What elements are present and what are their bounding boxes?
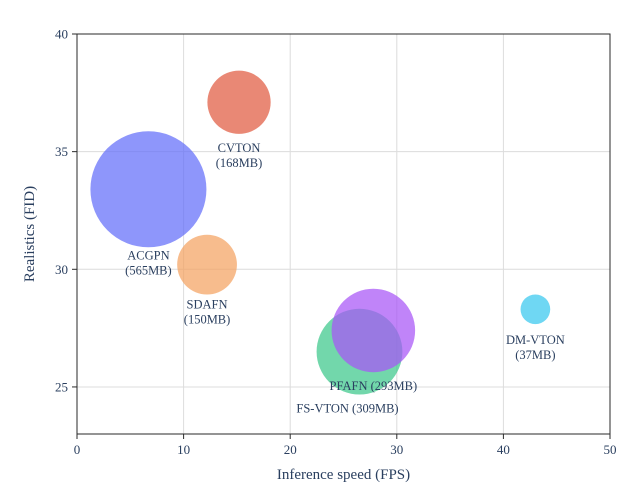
- x-axis-ticks: 0 10 20 30 40 50: [74, 434, 617, 457]
- bubble-sdafn: [177, 234, 237, 295]
- x-tick-label: 50: [604, 442, 617, 457]
- bubble-label-size: (565MB): [125, 263, 172, 277]
- y-axis-ticks: 25 30 35 40: [55, 27, 77, 394]
- bubble-label: PFAFN (293MB): [330, 379, 418, 393]
- x-tick-label: 0: [74, 442, 81, 457]
- bubble-acgpn: [90, 131, 207, 248]
- bubble-label: ACGPN: [127, 248, 169, 262]
- bubble-label: DM-VTON: [506, 333, 565, 347]
- bubble-labels: ACGPN(565MB) CVTON(168MB) SDAFN(150MB) FS-V…: [125, 141, 565, 416]
- bubble-label: CVTON: [218, 141, 261, 155]
- x-axis-title: Inference speed (FPS): [277, 467, 410, 483]
- bubble-cvton: [207, 70, 271, 134]
- y-tick-label: 40: [55, 27, 68, 42]
- x-tick-label: 10: [177, 442, 190, 457]
- y-tick-label: 35: [55, 144, 68, 159]
- y-tick-label: 25: [55, 379, 68, 394]
- bubble-label-size: (37MB): [515, 348, 555, 362]
- bubble-label-size: (150MB): [184, 312, 231, 326]
- x-tick-label: 30: [390, 442, 403, 457]
- x-tick-label: 40: [497, 442, 510, 457]
- bubbles: [90, 70, 551, 395]
- bubble-dm-vton: [520, 294, 551, 325]
- y-axis-title: Realistics (FID): [22, 186, 38, 282]
- plot-frame: [76, 33, 611, 435]
- x-tick-label: 20: [284, 442, 297, 457]
- bubble-label: FS-VTON (309MB): [296, 402, 398, 416]
- bubble-label: SDAFN: [187, 297, 228, 311]
- y-tick-label: 30: [55, 262, 68, 277]
- bubble-label-size: (168MB): [216, 156, 263, 170]
- bubble-pfafn-293mb: [331, 288, 416, 373]
